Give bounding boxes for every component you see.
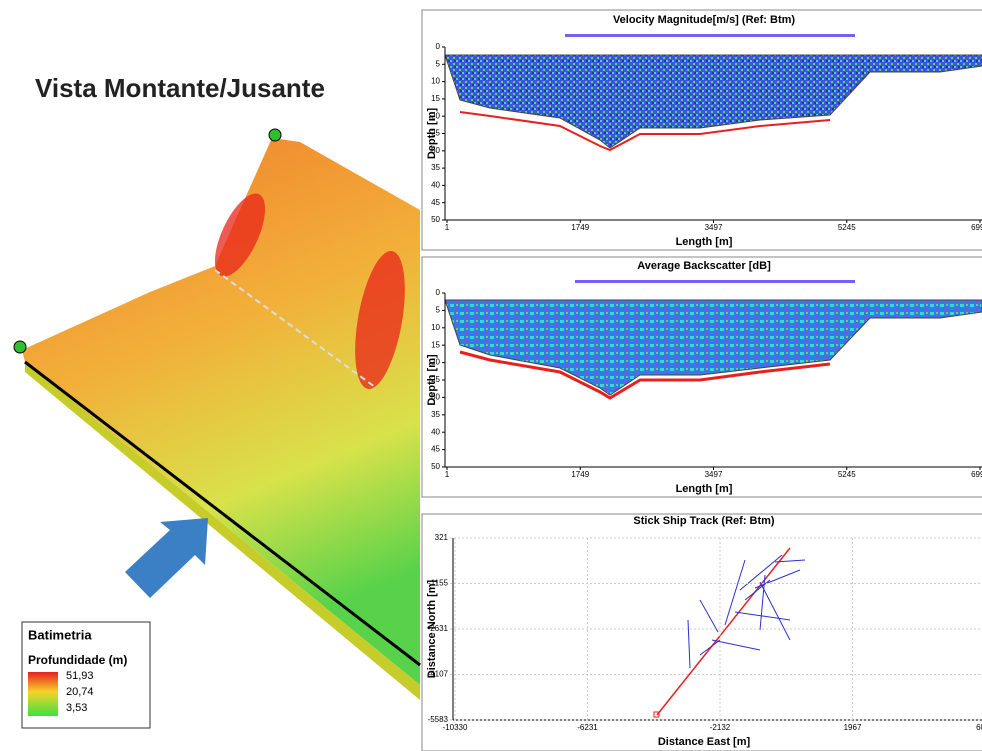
x-tick-label: 1749 (571, 223, 589, 232)
colorbar (565, 34, 855, 37)
legend-label: 3,53 (66, 702, 87, 714)
y-tick-label: 25 (431, 375, 440, 384)
x-axis-label: Length [m] (676, 483, 733, 495)
y-tick-label: 25 (431, 129, 440, 138)
legend-ramp (28, 672, 58, 716)
bathymetry-map (14, 129, 420, 700)
slide-title: Vista Montante/Jusante (35, 73, 325, 103)
y-tick-label: -4107 (428, 670, 449, 679)
y-tick-label: 15 (431, 340, 440, 349)
y-tick-label: -2631 (428, 624, 449, 633)
x-tick-label: -2132 (710, 723, 731, 732)
x-tick-label: 6993 (971, 470, 982, 479)
y-tick-label: 20 (431, 358, 440, 367)
panel-title: Stick Ship Track (Ref: Btm) (633, 515, 775, 527)
y-tick-label: 5 (436, 306, 441, 315)
x-tick-label: -10330 (443, 723, 468, 732)
x-tick-label: 6993 (971, 223, 982, 232)
y-tick-label: 20 (431, 111, 440, 120)
x-tick-label: 3497 (705, 223, 723, 232)
y-tick-label: 10 (431, 77, 440, 86)
y-tick-label: -1155 (428, 579, 448, 588)
legend-title: Batimetria (28, 627, 92, 642)
legend-label: 51,93 (66, 670, 94, 682)
page: Vista Montante/Jusante Batimetria Profun… (0, 0, 982, 751)
panel-frame (422, 514, 982, 751)
y-tick-label: 30 (431, 146, 440, 155)
panel-title: Velocity Magnitude[m/s] (Ref: Btm) (613, 14, 795, 26)
y-tick-label: 40 (431, 181, 440, 190)
legend-subtitle: Profundidade (m) (28, 653, 127, 667)
y-tick-label: 0 (436, 288, 441, 297)
y-tick-label: 40 (431, 427, 440, 436)
x-axis-label: Distance East [m] (658, 736, 751, 748)
x-tick-label: -6231 (577, 723, 598, 732)
y-tick-label: 15 (431, 94, 440, 103)
legend-label: 20,74 (66, 686, 94, 698)
x-tick-label: 5245 (838, 223, 856, 232)
legend: Batimetria Profundidade (m) 51,93 20,74 … (22, 622, 150, 728)
colorbar (575, 280, 855, 283)
y-tick-label: 0 (436, 42, 441, 51)
y-tick-label: 50 (431, 215, 440, 224)
x-tick-label: 1967 (844, 723, 862, 732)
y-tick-label: 35 (431, 410, 440, 419)
x-axis-label: Length [m] (676, 236, 733, 248)
y-tick-label: 321 (435, 533, 449, 542)
panel-frame (422, 257, 982, 497)
x-tick-label: 5245 (838, 470, 856, 479)
marker (14, 341, 26, 353)
y-tick-label: 10 (431, 323, 440, 332)
flow-arrow (125, 518, 208, 598)
y-tick-label: 45 (431, 198, 440, 207)
x-tick-label: 6066 (976, 723, 982, 732)
y-tick-label: 5 (436, 59, 441, 68)
panel-frame (422, 10, 982, 250)
y-tick-label: 50 (431, 462, 440, 471)
y-tick-label: 45 (431, 445, 440, 454)
y-tick-label: 35 (431, 163, 440, 172)
x-tick-label: 1 (445, 223, 450, 232)
slide: Vista Montante/Jusante Batimetria Profun… (0, 0, 982, 751)
y-tick-label: -5583 (428, 715, 449, 724)
y-tick-label: 30 (431, 393, 440, 402)
panel-title: Average Backscatter [dB] (637, 260, 771, 272)
x-tick-label: 3497 (705, 470, 723, 479)
marker (269, 129, 281, 141)
x-tick-label: 1749 (571, 470, 589, 479)
x-tick-label: 1 (445, 470, 450, 479)
